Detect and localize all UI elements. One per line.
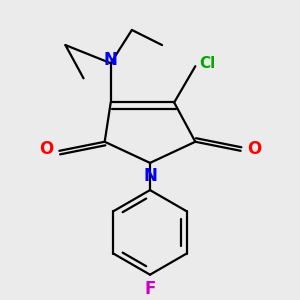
Text: N: N	[104, 51, 118, 69]
Text: N: N	[143, 167, 157, 185]
Text: O: O	[39, 140, 53, 158]
Text: O: O	[247, 140, 261, 158]
Text: F: F	[144, 280, 156, 298]
Text: Cl: Cl	[199, 56, 215, 71]
